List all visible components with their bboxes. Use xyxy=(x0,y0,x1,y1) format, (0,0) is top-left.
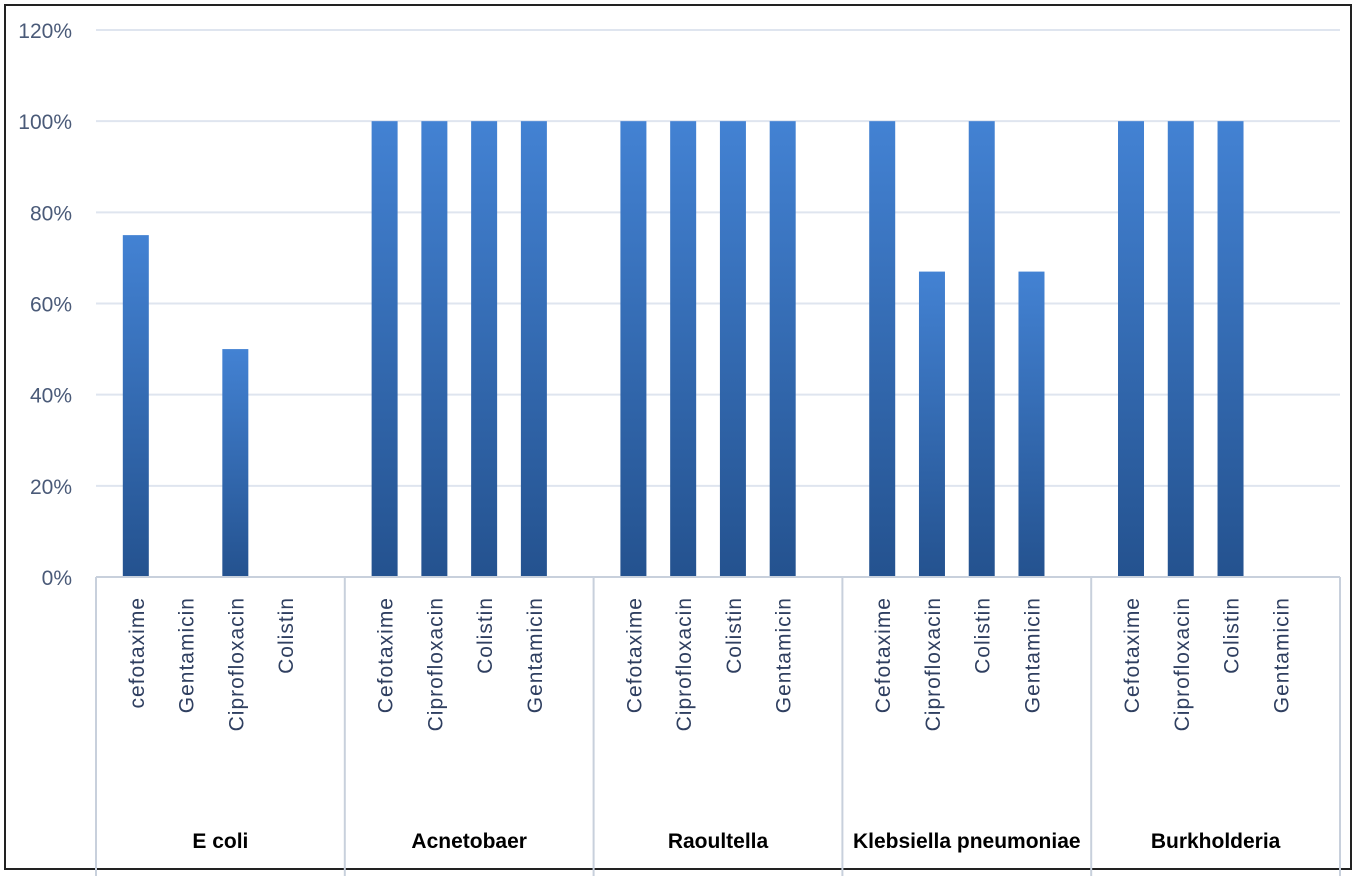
y-tick-label: 20% xyxy=(30,476,72,499)
group-label: Klebsiella pneumoniae xyxy=(853,830,1081,853)
bar xyxy=(222,349,248,577)
x-tick-label: Colistin xyxy=(474,597,497,674)
group-label: Burkholderia xyxy=(1151,830,1281,853)
bar xyxy=(720,121,746,577)
bar xyxy=(919,272,945,577)
x-tick-label: Colistin xyxy=(275,597,298,674)
x-tick-label: Gentamicin xyxy=(1021,597,1044,713)
group-label: E coli xyxy=(192,830,248,853)
x-tick-label: Gentamicin xyxy=(176,597,199,713)
y-tick-label: 120% xyxy=(18,20,72,43)
bar xyxy=(421,121,447,577)
bar xyxy=(1018,272,1044,577)
x-tick-label: Cefotaxime xyxy=(375,597,398,713)
bar xyxy=(1168,121,1194,577)
x-tick-label: Cefotaxime xyxy=(872,597,895,713)
x-tick-label: Ciprofloxacin xyxy=(673,597,696,731)
bar xyxy=(869,121,895,577)
y-tick-label: 60% xyxy=(30,294,72,317)
x-tick-label: Gentamicin xyxy=(524,597,547,713)
bar xyxy=(969,121,995,577)
bar xyxy=(521,121,547,577)
bar xyxy=(471,121,497,577)
group-label: Raoultella xyxy=(668,830,769,853)
x-tick-label: Cefotaxime xyxy=(1121,597,1144,713)
y-tick-label: 40% xyxy=(30,385,72,408)
bar xyxy=(620,121,646,577)
x-tick-label: Colistin xyxy=(972,597,995,674)
x-tick-label: Cefotaxime xyxy=(623,597,646,713)
y-tick-label: 80% xyxy=(30,202,72,225)
y-tick-label: 100% xyxy=(18,111,72,134)
y-tick-label: 0% xyxy=(42,567,72,590)
bar xyxy=(372,121,398,577)
x-tick-label: Ciprofloxacin xyxy=(424,597,447,731)
x-tick-label: Gentamicin xyxy=(773,597,796,713)
x-tick-label: Ciprofloxacin xyxy=(1171,597,1194,731)
bar xyxy=(123,235,149,577)
x-tick-label: Ciprofloxacin xyxy=(225,597,248,731)
x-tick-label: Colistin xyxy=(1221,597,1244,674)
x-tick-label: Colistin xyxy=(723,597,746,674)
bar xyxy=(670,121,696,577)
x-tick-label: Gentamicin xyxy=(1270,597,1293,713)
bar xyxy=(1118,121,1144,577)
x-tick-label: cefotaxime xyxy=(126,597,149,709)
bar xyxy=(1218,121,1244,577)
x-tick-label: Ciprofloxacin xyxy=(922,597,945,731)
group-label: Acnetobaer xyxy=(411,830,527,853)
bar xyxy=(770,121,796,577)
